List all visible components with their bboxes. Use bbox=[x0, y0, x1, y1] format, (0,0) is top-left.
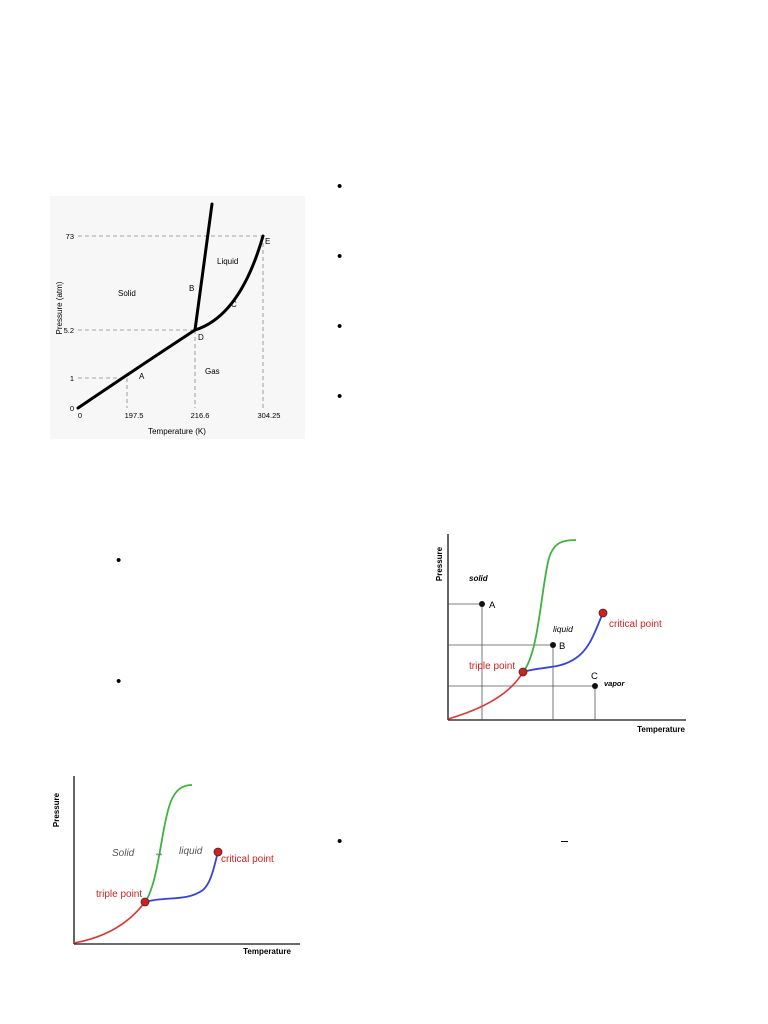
melting-curve bbox=[522, 539, 577, 673]
x-axis-label: Temperature (K) bbox=[148, 427, 206, 436]
y-axis-label: Pressure bbox=[435, 546, 444, 581]
point-c-label: C bbox=[231, 300, 237, 309]
sublimation-curve bbox=[76, 328, 197, 410]
region-vapor: vapor bbox=[604, 679, 626, 688]
x-axis-label: Temperature bbox=[243, 947, 291, 956]
region-solid: solid bbox=[469, 574, 489, 583]
triple-point-marker bbox=[518, 667, 528, 677]
point-b-label: B bbox=[559, 641, 565, 652]
triple-point-label: triple point bbox=[96, 889, 142, 900]
point-a-label: A bbox=[489, 600, 496, 611]
ytick-0: 0 bbox=[70, 404, 74, 413]
xtick-216-6: 216.6 bbox=[191, 411, 210, 420]
ytick-73: 73 bbox=[66, 232, 74, 241]
y-axis-label: Pressure bbox=[52, 792, 61, 827]
bullet-7: • bbox=[337, 833, 343, 850]
region-liquid: Liquid bbox=[217, 257, 238, 266]
bullet-6: • bbox=[116, 673, 122, 690]
triple-point-label: triple point bbox=[469, 661, 515, 672]
point-c-label: C bbox=[591, 671, 598, 682]
sublimation-curve bbox=[73, 901, 146, 944]
region-arrow: ↔ bbox=[154, 848, 164, 859]
triple-point-marker bbox=[140, 897, 150, 907]
vaporization-curve bbox=[193, 234, 265, 332]
ytick-1: 1 bbox=[70, 374, 74, 383]
point-b-label: B bbox=[189, 284, 194, 293]
critical-point-marker bbox=[598, 608, 608, 618]
xtick-0: 0 bbox=[78, 411, 82, 420]
point-b-marker bbox=[550, 642, 556, 648]
bullet-5: • bbox=[116, 552, 122, 569]
phase-diagram-chart: 73 5.2 1 0 0 197.5 216.6 304.25 Temperat… bbox=[50, 196, 305, 439]
point-a-marker bbox=[479, 601, 485, 607]
phase-diagram-chart-2: Pressure Temperature solid liquid vapor … bbox=[435, 534, 686, 734]
region-liquid: liquid bbox=[179, 846, 203, 857]
region-gas: Gas bbox=[205, 367, 220, 376]
underline-mark bbox=[561, 841, 568, 842]
sublimation-curve bbox=[447, 671, 524, 720]
phase-diagram-figure-2: Pressure Temperature solid liquid vapor … bbox=[431, 528, 691, 738]
point-a-label: A bbox=[139, 372, 145, 381]
phase-diagram-chart-3: Pressure Temperature Solid ↔ liquid crit… bbox=[52, 776, 300, 956]
critical-point-label: critical point bbox=[221, 854, 274, 865]
bullet-4: • bbox=[337, 388, 343, 405]
phase-diagram-figure: 73 5.2 1 0 0 197.5 216.6 304.25 Temperat… bbox=[50, 196, 305, 439]
point-d-label: D bbox=[198, 333, 204, 342]
melting-curve bbox=[144, 784, 193, 903]
bullet-1: • bbox=[337, 178, 343, 195]
xtick-197-5: 197.5 bbox=[125, 411, 144, 420]
phase-diagram-figure-3: Pressure Temperature Solid ↔ liquid crit… bbox=[48, 772, 308, 962]
xtick-304-25: 304.25 bbox=[258, 411, 281, 420]
region-solid: Solid bbox=[118, 289, 136, 298]
critical-point-label: critical point bbox=[609, 619, 662, 630]
point-e-label: E bbox=[265, 237, 270, 246]
melting-curve bbox=[193, 202, 214, 332]
bullet-2: • bbox=[337, 248, 343, 265]
x-axis-label: Temperature bbox=[637, 725, 685, 734]
region-solid: Solid bbox=[112, 848, 135, 859]
y-axis-label: Pressure (atm) bbox=[55, 281, 64, 334]
vaporization-curve bbox=[522, 612, 604, 673]
vaporization-curve bbox=[144, 851, 219, 903]
region-liquid: liquid bbox=[553, 624, 573, 634]
bullet-3: • bbox=[337, 318, 343, 335]
ytick-5-2: 5.2 bbox=[64, 326, 74, 335]
critical-point-marker bbox=[213, 847, 223, 857]
point-c-marker bbox=[592, 683, 598, 689]
